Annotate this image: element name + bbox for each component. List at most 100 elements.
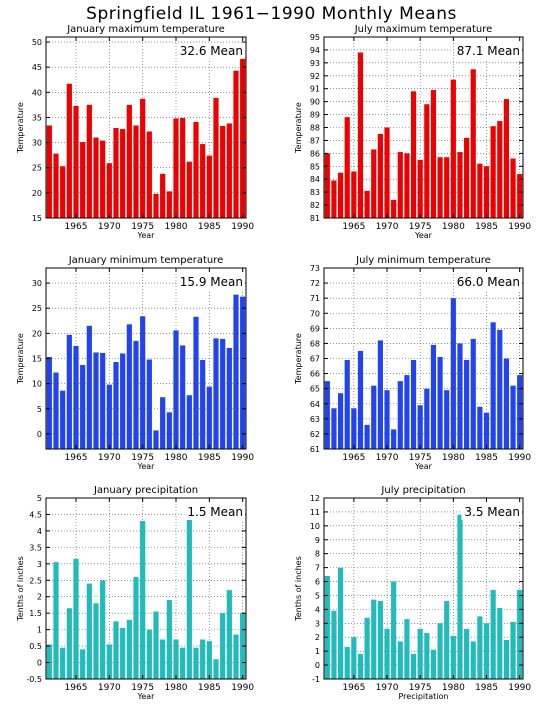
y-tick-label: 83 [310, 188, 320, 197]
y-tick-label: 88 [310, 124, 320, 133]
bar-1988 [226, 590, 232, 679]
bar-1979 [166, 191, 172, 218]
bar-1973 [126, 104, 132, 218]
y-tick-label: 12 [310, 494, 320, 503]
x-tick-label: 1975 [131, 683, 154, 693]
bar-1963 [337, 567, 344, 679]
chart-title: January minimum temperature [68, 255, 224, 266]
bar-1968 [371, 385, 377, 449]
bar-1974 [410, 91, 417, 218]
bar-1966 [357, 350, 364, 449]
chart-title: July minimum temperature [355, 255, 491, 266]
y-tick-label: 45 [32, 63, 42, 72]
x-tick-label: 1965 [65, 683, 88, 693]
chart-title: January precipitation [93, 485, 198, 496]
bar-1977 [430, 344, 437, 449]
y-tick-label: 4 [37, 527, 42, 536]
y-tick-label: 71 [310, 294, 320, 303]
x-tick-label: 1975 [409, 453, 432, 463]
bar-1969 [377, 601, 383, 679]
bar-1980 [450, 635, 456, 679]
x-tick-label: 1990 [508, 222, 531, 232]
bar-1962 [53, 153, 59, 218]
bar-1971 [391, 199, 397, 218]
y-tick-label: 2.5 [29, 576, 42, 585]
plot-frame [45, 36, 247, 219]
y-tick-label: 50 [32, 38, 42, 47]
mean-label-background [176, 43, 245, 59]
y-tick-label: 1.5 [29, 609, 42, 618]
bar-1969 [377, 340, 383, 449]
bar-1965 [351, 637, 357, 679]
y-tick-label: 65 [310, 385, 320, 394]
bar-1975 [140, 98, 146, 218]
bar-1969 [100, 140, 106, 218]
bar-1990 [240, 296, 246, 449]
bar-1979 [444, 390, 450, 449]
x-tick-label: 1990 [508, 453, 531, 463]
y-tick-label: 10 [310, 522, 320, 531]
x-tick-label: 1970 [376, 683, 399, 693]
bar-1986 [490, 589, 496, 679]
y-tick-label: 0 [315, 661, 320, 670]
y-tick-label: 3 [315, 619, 320, 628]
january-maximum-temperature-chart: January maximum temperature 15 20 25 30 35 40 4… [16, 24, 254, 240]
mean-label: 15.9 Mean [180, 275, 243, 289]
bar-1989 [510, 621, 516, 679]
bar-1989 [233, 70, 239, 218]
page-title: Springfield IL 1961−1990 Monthly Means [86, 4, 457, 24]
y-axis-label: Temperature [16, 102, 25, 154]
bar-1971 [113, 621, 119, 679]
bar-1967 [86, 583, 92, 679]
bar-1976 [424, 104, 430, 218]
bar-1990 [517, 375, 523, 449]
mean-label-background [453, 43, 522, 59]
bar-1970 [384, 390, 390, 449]
bar-1984 [477, 406, 483, 449]
bar-1987 [497, 607, 503, 679]
bar-1976 [424, 388, 430, 449]
bar-1985 [206, 386, 212, 449]
x-axis-label: Year [137, 462, 156, 471]
bar-1971 [113, 362, 119, 449]
bar-1982 [464, 137, 470, 218]
bar-1985 [483, 412, 490, 449]
y-tick-label: 5 [37, 494, 42, 503]
x-tick-label: 1975 [409, 683, 432, 693]
bar-1978 [437, 623, 443, 679]
y-axis-label: Temperature [294, 333, 303, 385]
x-tick-label: 1965 [65, 453, 88, 463]
bar-1965 [73, 105, 79, 218]
y-tick-label: 3 [37, 560, 42, 569]
bar-1965 [351, 171, 357, 218]
bar-1962 [331, 180, 337, 218]
bar-1963 [60, 647, 66, 679]
bar-1981 [180, 345, 186, 449]
bar-1974 [133, 340, 139, 449]
y-tick-label: 89 [310, 111, 320, 120]
x-tick-label: 1990 [231, 222, 254, 232]
plot-frame [45, 497, 247, 680]
mean-label: 1.5 Mean [187, 505, 243, 519]
bar-1969 [100, 352, 106, 449]
bar-1988 [503, 640, 510, 679]
y-tick-label: 6 [315, 578, 320, 587]
january-precipitation-chart: January precipitation -0.5 0 0.5 1 1.5 2 2.5 3 3.… [16, 485, 254, 701]
july-maximum-temperature-chart: July maximum temperature 81 82 83 84 85 86 87 88… [294, 24, 531, 240]
bar-1978 [437, 157, 443, 218]
bar-1971 [391, 429, 397, 449]
bar-1986 [490, 322, 496, 449]
y-tick-label: 66 [310, 370, 320, 379]
chart-title: January maximum temperature [66, 24, 225, 35]
y-tick-label: 61 [310, 445, 320, 454]
bar-1976 [146, 629, 152, 679]
bar-1975 [417, 159, 423, 218]
bar-1978 [437, 356, 443, 449]
bar-1984 [200, 360, 206, 449]
y-tick-label: 94 [310, 46, 320, 55]
bar-1988 [503, 99, 510, 218]
x-tick-label: 1970 [98, 453, 121, 463]
y-tick-label: 64 [310, 400, 320, 409]
bar-1964 [66, 334, 72, 449]
y-tick-label: 87 [310, 136, 320, 145]
